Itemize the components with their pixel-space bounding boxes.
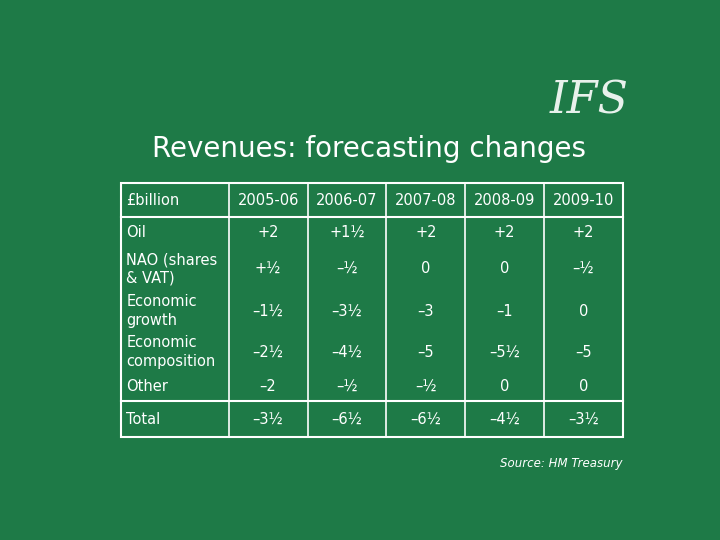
Text: Other: Other: [126, 380, 168, 394]
Text: 2006-07: 2006-07: [316, 193, 378, 208]
Text: –2: –2: [260, 380, 276, 394]
Text: –½: –½: [572, 261, 594, 276]
Text: –½: –½: [336, 261, 358, 276]
Text: –4½: –4½: [331, 345, 362, 360]
Text: +2: +2: [257, 225, 279, 240]
Text: Total: Total: [126, 411, 161, 427]
Text: Revenues: forecasting changes: Revenues: forecasting changes: [152, 136, 586, 164]
Text: –½: –½: [336, 380, 358, 394]
Text: Source: HM Treasury: Source: HM Treasury: [500, 457, 623, 470]
Text: –2½: –2½: [253, 345, 284, 360]
Text: Economic
growth: Economic growth: [126, 294, 197, 328]
Text: +2: +2: [572, 225, 594, 240]
Text: 0: 0: [579, 380, 588, 394]
Text: IFS: IFS: [549, 79, 629, 123]
Text: –6½: –6½: [331, 411, 362, 427]
Text: –5½: –5½: [489, 345, 520, 360]
Text: 2009-10: 2009-10: [553, 193, 614, 208]
Text: Economic
composition: Economic composition: [126, 335, 215, 369]
Text: +2: +2: [415, 225, 436, 240]
Text: 2007-08: 2007-08: [395, 193, 456, 208]
Text: –1½: –1½: [253, 303, 284, 319]
Text: –3½: –3½: [253, 411, 284, 427]
Text: –½: –½: [415, 380, 436, 394]
Text: +2: +2: [494, 225, 516, 240]
Text: Oil: Oil: [126, 225, 146, 240]
Text: 2008-09: 2008-09: [474, 193, 535, 208]
Text: –4½: –4½: [489, 411, 520, 427]
Text: 0: 0: [421, 261, 431, 276]
Text: –5: –5: [418, 345, 434, 360]
Text: 0: 0: [579, 303, 588, 319]
Text: NAO (shares
& VAT): NAO (shares & VAT): [126, 252, 217, 286]
Text: –3½: –3½: [331, 303, 362, 319]
Text: +½: +½: [255, 261, 282, 276]
Text: +1½: +1½: [329, 225, 365, 240]
Text: £billion: £billion: [126, 193, 179, 208]
Text: 0: 0: [500, 380, 509, 394]
Text: 2005-06: 2005-06: [238, 193, 299, 208]
Text: 0: 0: [500, 261, 509, 276]
Text: –3: –3: [418, 303, 434, 319]
Text: –5: –5: [575, 345, 592, 360]
Text: –6½: –6½: [410, 411, 441, 427]
Text: –3½: –3½: [568, 411, 599, 427]
Text: –1: –1: [496, 303, 513, 319]
